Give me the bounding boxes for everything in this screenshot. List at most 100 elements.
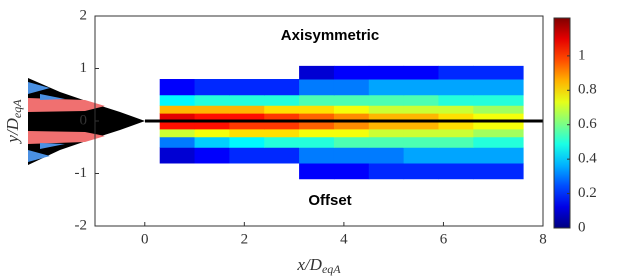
cell (333, 163, 370, 180)
cell (229, 105, 265, 114)
y-tick-label: -2 (75, 217, 88, 233)
cell (368, 163, 405, 180)
cell (264, 94, 300, 106)
cell (333, 121, 370, 130)
cell (333, 94, 370, 106)
cell (159, 136, 196, 148)
cell (229, 147, 265, 164)
cell (368, 147, 405, 164)
cell (159, 105, 196, 114)
cell (299, 79, 335, 96)
cell (368, 128, 405, 138)
cell (159, 121, 196, 130)
cell (333, 105, 370, 114)
cell (333, 113, 370, 122)
cell (368, 105, 405, 114)
y-tick-label: -1 (75, 165, 88, 181)
cell (229, 136, 265, 148)
annotation: Offset (308, 192, 351, 209)
cell (438, 79, 474, 96)
x-tick-label: 2 (241, 231, 249, 247)
cell (438, 136, 474, 148)
colorbar-tick-label: 0.6 (578, 116, 597, 132)
cell (438, 94, 474, 106)
cell (473, 94, 524, 106)
cell (194, 113, 230, 122)
cell (264, 121, 300, 130)
cell (299, 136, 335, 148)
cell (299, 128, 335, 138)
y-label-main: y/D (3, 117, 22, 144)
cell (194, 147, 230, 164)
cell (473, 105, 524, 114)
nozzle (28, 78, 145, 165)
cell (333, 147, 370, 164)
cell (333, 65, 370, 80)
cell (438, 147, 474, 164)
cell (229, 121, 265, 130)
cell (473, 128, 524, 138)
cell (194, 105, 230, 114)
cell (403, 79, 439, 96)
colorbar (553, 17, 571, 229)
y-tick-label: 2 (80, 7, 88, 23)
colorbar-tick-label: 0.2 (578, 185, 597, 201)
cell (403, 65, 439, 80)
cell (229, 79, 265, 96)
heatmap (159, 65, 524, 180)
cell (438, 128, 474, 138)
cell (299, 94, 335, 106)
cell (403, 94, 439, 106)
x-tick-label: 6 (440, 231, 448, 247)
colorbar-tick-label: 0.8 (578, 82, 597, 98)
cell (403, 128, 439, 138)
cell (299, 121, 335, 130)
cell (473, 113, 524, 122)
cell (473, 65, 524, 80)
cell (159, 113, 196, 122)
y-axis-label: y/DeqA (3, 99, 24, 145)
cell (264, 136, 300, 148)
x-tick-label: 4 (340, 231, 348, 247)
cell (403, 105, 439, 114)
cell (299, 105, 335, 114)
cell (368, 65, 405, 80)
cell (473, 147, 524, 164)
y-tick-label: 0 (80, 112, 88, 128)
cell (264, 147, 300, 164)
x-label-main: x/D (296, 255, 322, 274)
y-label-sub: eqA (10, 99, 24, 118)
cell (333, 128, 370, 138)
cell (264, 128, 300, 138)
cell (403, 121, 439, 130)
cell (333, 79, 370, 96)
cell (368, 136, 405, 148)
colorbar-tick-label: 0 (578, 219, 586, 235)
cell (264, 105, 300, 114)
cell (368, 113, 405, 122)
x-axis-label: x/DeqA (296, 255, 341, 276)
cell (299, 163, 335, 180)
cell (299, 147, 335, 164)
cell (403, 136, 439, 148)
x-tick-label: 0 (141, 231, 149, 247)
cell (368, 121, 405, 130)
cell (229, 94, 265, 106)
cell (194, 79, 230, 96)
cell (159, 128, 196, 138)
cell (333, 136, 370, 148)
cell (229, 128, 265, 138)
cell (368, 94, 405, 106)
cell (438, 65, 474, 80)
cell (403, 113, 439, 122)
annotation: Axisymmetric (281, 27, 379, 44)
colorbar-tick-label: 1 (578, 47, 586, 63)
cell (473, 163, 524, 180)
cell (264, 79, 300, 96)
cell (229, 113, 265, 122)
cell (299, 65, 335, 80)
cell (473, 79, 524, 96)
colorbar-tick-label: 0.4 (578, 151, 597, 167)
cell (368, 79, 405, 96)
